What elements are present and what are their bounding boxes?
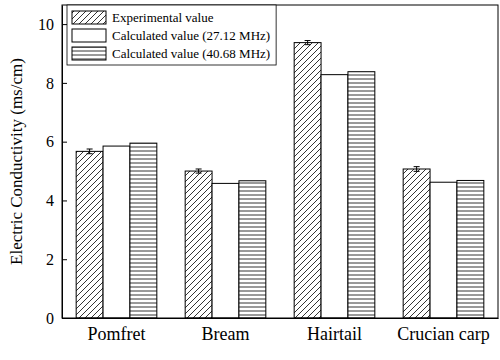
- y-tick-label: 10: [38, 16, 54, 33]
- x-tick: Crucian carp: [397, 318, 489, 344]
- y-tick-mark: [62, 24, 67, 25]
- legend-label: Calculated value (40.68 MHz): [112, 46, 270, 61]
- legend-label: Calculated value (27.12 MHz): [112, 28, 270, 43]
- legend-label: Experimental value: [112, 10, 214, 25]
- y-tick-label: 4: [46, 192, 54, 209]
- bar: [239, 181, 266, 318]
- y-tick-label: 0: [46, 310, 54, 327]
- y-tick-label: 6: [46, 133, 54, 150]
- y-tick-mark: [62, 200, 67, 201]
- x-tick-label: Crucian carp: [397, 324, 489, 344]
- bar: [457, 180, 484, 318]
- bar: [212, 183, 239, 318]
- x-tick-label: Hairtail: [307, 324, 362, 344]
- x-axis-line: [63, 318, 499, 319]
- error-bar: [305, 41, 311, 45]
- x-tick-label: Pomfret: [88, 324, 146, 344]
- bar: [103, 146, 130, 318]
- plot-frame: [62, 5, 498, 318]
- legend-swatch: [72, 11, 106, 24]
- y-axis-title: Electric Conductivity (ms/cm): [7, 58, 26, 265]
- y-tick-mark: [62, 142, 67, 143]
- y-tick: 4: [46, 192, 67, 209]
- y-tick: 6: [46, 133, 67, 150]
- bar: [130, 143, 157, 318]
- x-axis: Pomfret Bream Hairtail Crucian carp: [63, 318, 499, 344]
- plot: 0 2 4 6 8 10 Pomfret Bream Hairtail Crucian carp E…: [38, 5, 499, 344]
- legend-swatch: [72, 47, 106, 60]
- y-tick-mark: [62, 259, 67, 260]
- error-bar: [196, 169, 202, 173]
- y-axis-line: [62, 6, 63, 319]
- x-tick: Hairtail: [307, 318, 362, 344]
- bars: [76, 41, 484, 318]
- y-axis: 0 2 4 6 8 10: [38, 6, 67, 327]
- error-bar: [87, 149, 93, 154]
- y-tick: 10: [38, 16, 67, 33]
- legend: Experimental value Calculated value (27.1…: [67, 5, 276, 65]
- legend-swatch: [72, 29, 106, 42]
- legend-box: [67, 5, 276, 65]
- y-tick-label: 8: [46, 75, 54, 92]
- bar: [430, 182, 457, 318]
- y-tick: 2: [46, 251, 67, 268]
- bar: [76, 151, 103, 318]
- y-tick-mark: [62, 83, 67, 84]
- bar: [348, 72, 375, 318]
- bar: [294, 43, 321, 318]
- bar: [321, 75, 348, 318]
- bar: [185, 171, 212, 318]
- y-tick-label: 2: [46, 251, 54, 268]
- x-tick: Bream: [202, 318, 250, 344]
- x-tick: Pomfret: [88, 318, 146, 344]
- y-tick: 8: [46, 75, 67, 92]
- chart: 0 2 4 6 8 10 Pomfret Bream Hairtail Crucian carp E…: [0, 0, 500, 360]
- bar: [403, 169, 430, 318]
- x-tick-label: Bream: [202, 324, 250, 344]
- error-bar: [414, 167, 420, 172]
